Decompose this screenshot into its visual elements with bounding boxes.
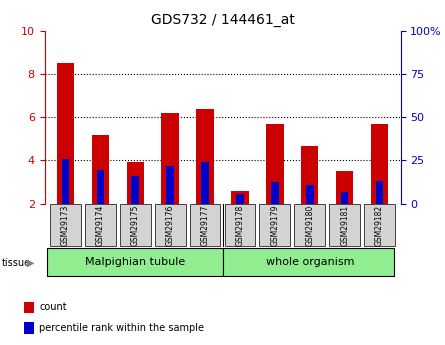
Text: GSM29182: GSM29182: [375, 205, 384, 246]
FancyBboxPatch shape: [47, 248, 222, 276]
Bar: [196, 109, 214, 204]
Bar: [301, 146, 319, 204]
Text: GSM29174: GSM29174: [96, 205, 105, 246]
Bar: [231, 190, 249, 204]
FancyBboxPatch shape: [329, 204, 360, 246]
Bar: [126, 161, 144, 204]
Bar: [271, 182, 279, 204]
Text: whole organism: whole organism: [266, 257, 354, 267]
Title: GDS732 / 144461_at: GDS732 / 144461_at: [150, 13, 295, 27]
FancyBboxPatch shape: [295, 204, 325, 246]
FancyBboxPatch shape: [225, 204, 255, 246]
Bar: [97, 170, 104, 204]
Text: GSM29176: GSM29176: [166, 205, 174, 246]
Text: GSM29177: GSM29177: [201, 205, 210, 246]
Bar: [166, 166, 174, 204]
Text: Malpighian tubule: Malpighian tubule: [85, 257, 186, 267]
Text: GSM29173: GSM29173: [61, 205, 70, 246]
Bar: [341, 192, 348, 204]
Bar: [61, 159, 69, 204]
Text: GSM29178: GSM29178: [235, 205, 244, 246]
Text: GSM29175: GSM29175: [131, 205, 140, 246]
FancyBboxPatch shape: [222, 248, 393, 276]
Bar: [92, 135, 109, 204]
Bar: [131, 176, 139, 204]
Text: GSM29180: GSM29180: [305, 205, 314, 246]
Bar: [336, 171, 353, 204]
Bar: [266, 124, 283, 204]
Bar: [371, 124, 388, 204]
FancyBboxPatch shape: [120, 204, 150, 246]
FancyBboxPatch shape: [155, 204, 186, 246]
Bar: [376, 181, 384, 204]
FancyBboxPatch shape: [364, 204, 395, 246]
Bar: [201, 161, 209, 204]
Text: GSM29179: GSM29179: [271, 205, 279, 246]
Text: tissue: tissue: [2, 258, 31, 268]
Bar: [24, 322, 34, 334]
Text: GSM29181: GSM29181: [340, 205, 349, 246]
Bar: [24, 302, 34, 313]
Text: count: count: [39, 303, 67, 313]
FancyBboxPatch shape: [50, 204, 81, 246]
Bar: [57, 63, 74, 204]
Text: ▶: ▶: [27, 258, 34, 268]
Bar: [236, 194, 244, 204]
FancyBboxPatch shape: [190, 204, 220, 246]
FancyBboxPatch shape: [259, 204, 290, 246]
Bar: [162, 113, 179, 204]
Bar: [306, 185, 314, 204]
Text: percentile rank within the sample: percentile rank within the sample: [39, 323, 204, 333]
FancyBboxPatch shape: [85, 204, 116, 246]
